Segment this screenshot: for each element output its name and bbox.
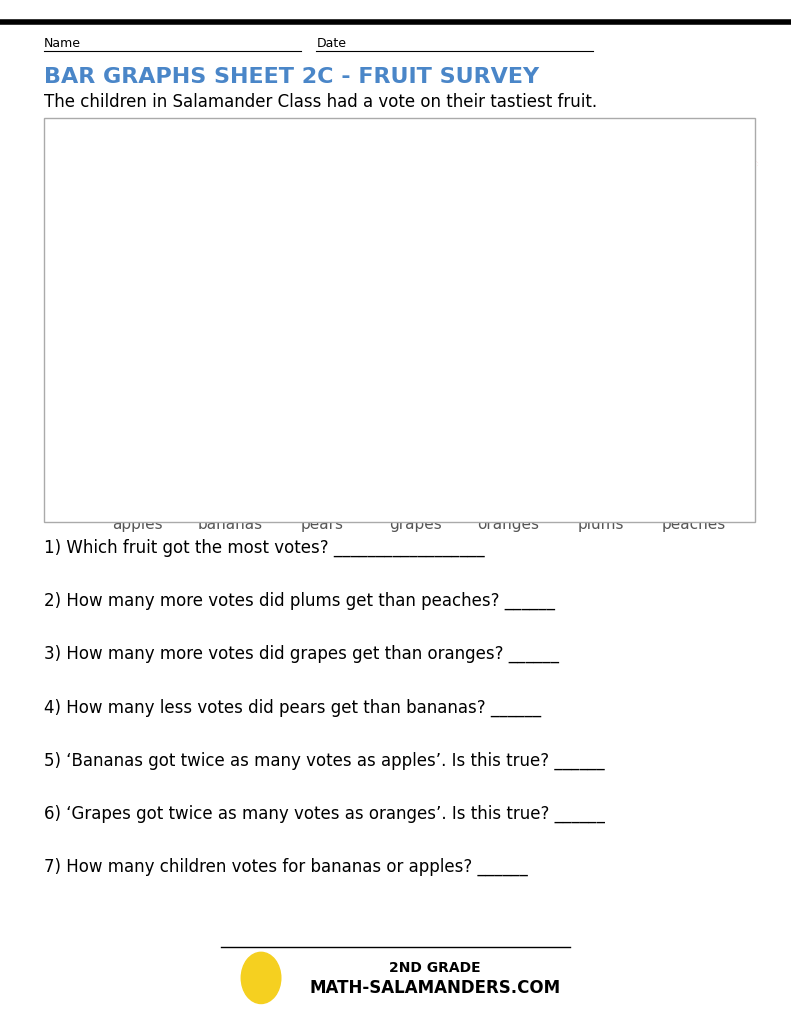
Text: MATH-SALAMANDERS.COM: MATH-SALAMANDERS.COM bbox=[309, 979, 561, 997]
Bar bbox=[481, 441, 489, 507]
Circle shape bbox=[351, 157, 479, 171]
Text: 3) How many more votes did grapes get than oranges? ______: 3) How many more votes did grapes get th… bbox=[44, 645, 558, 664]
Text: 6) ‘Grapes got twice as many votes as oranges’. Is this true? ______: 6) ‘Grapes got twice as many votes as or… bbox=[44, 805, 604, 823]
Bar bbox=[573, 342, 582, 507]
Bar bbox=[388, 309, 442, 507]
Title: Fruit Survey: Fruit Survey bbox=[343, 183, 487, 203]
Bar bbox=[111, 375, 165, 507]
Text: 1) Which fruit got the most votes? __________________: 1) Which fruit got the most votes? _____… bbox=[44, 539, 484, 557]
Circle shape bbox=[74, 157, 202, 171]
Bar bbox=[296, 342, 350, 507]
Bar bbox=[111, 375, 119, 507]
Bar bbox=[296, 342, 304, 507]
Bar bbox=[666, 474, 675, 507]
Text: 2ND GRADE: 2ND GRADE bbox=[389, 961, 481, 975]
Text: 2) How many more votes did plums get than peaches? ______: 2) How many more votes did plums get tha… bbox=[44, 592, 554, 610]
Bar bbox=[481, 441, 535, 507]
Bar bbox=[388, 309, 396, 507]
Text: 4) How many less votes did pears get than bananas? ______: 4) How many less votes did pears get tha… bbox=[44, 698, 540, 717]
Y-axis label: Votes: Votes bbox=[45, 336, 63, 381]
Circle shape bbox=[166, 157, 294, 171]
Bar bbox=[666, 474, 720, 507]
Circle shape bbox=[536, 157, 664, 171]
Text: The children in Salamander Class had a vote on their tastiest fruit.: The children in Salamander Class had a v… bbox=[44, 93, 596, 112]
Text: 7) How many children votes for bananas or apples? ______: 7) How many children votes for bananas o… bbox=[44, 858, 528, 877]
Text: BAR GRAPHS SHEET 2C - FRUIT SURVEY: BAR GRAPHS SHEET 2C - FRUIT SURVEY bbox=[44, 67, 539, 87]
Bar bbox=[573, 342, 627, 507]
Bar bbox=[203, 243, 211, 507]
Text: 5) ‘Bananas got twice as many votes as apples’. Is this true? ______: 5) ‘Bananas got twice as many votes as a… bbox=[44, 752, 604, 770]
Bar bbox=[203, 243, 257, 507]
Circle shape bbox=[629, 157, 757, 171]
Text: Date: Date bbox=[316, 37, 346, 49]
Circle shape bbox=[259, 157, 387, 171]
Circle shape bbox=[444, 157, 572, 171]
Text: Name: Name bbox=[44, 37, 81, 49]
